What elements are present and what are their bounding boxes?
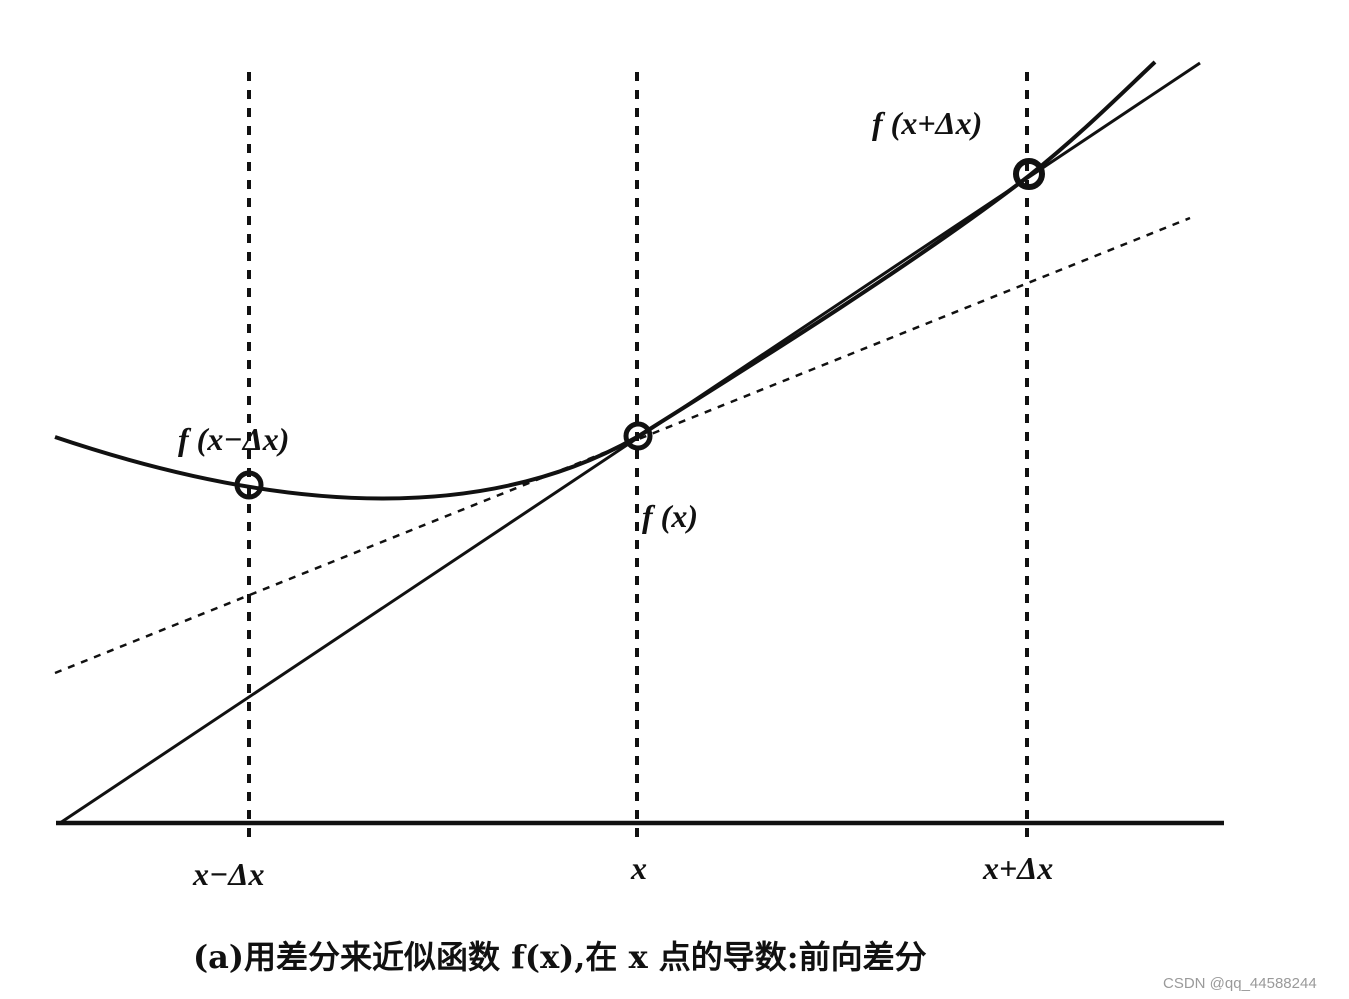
tick-label-x-minus-dx: x−Δx (192, 856, 264, 892)
figure-caption: (a)用差分来近似函数 f(x),在 x 点的导数:前向差分 (193, 938, 927, 976)
label-f-x-plus-dx: f (x+Δx) (872, 105, 982, 141)
label-f-x: f (x) (642, 498, 698, 534)
tick-label-x: x (630, 850, 647, 886)
point-f-x-minus-dx (234, 470, 264, 500)
tick-label-x-plus-dx: x+Δx (982, 850, 1053, 886)
label-f-x-minus-dx: f (x−Δx) (178, 421, 289, 457)
point-f-x (623, 421, 653, 451)
function-curve (54, 60, 1157, 501)
watermark: CSDN @qq_44588244 (1163, 975, 1317, 992)
point-f-x-plus-dx (1013, 158, 1045, 190)
